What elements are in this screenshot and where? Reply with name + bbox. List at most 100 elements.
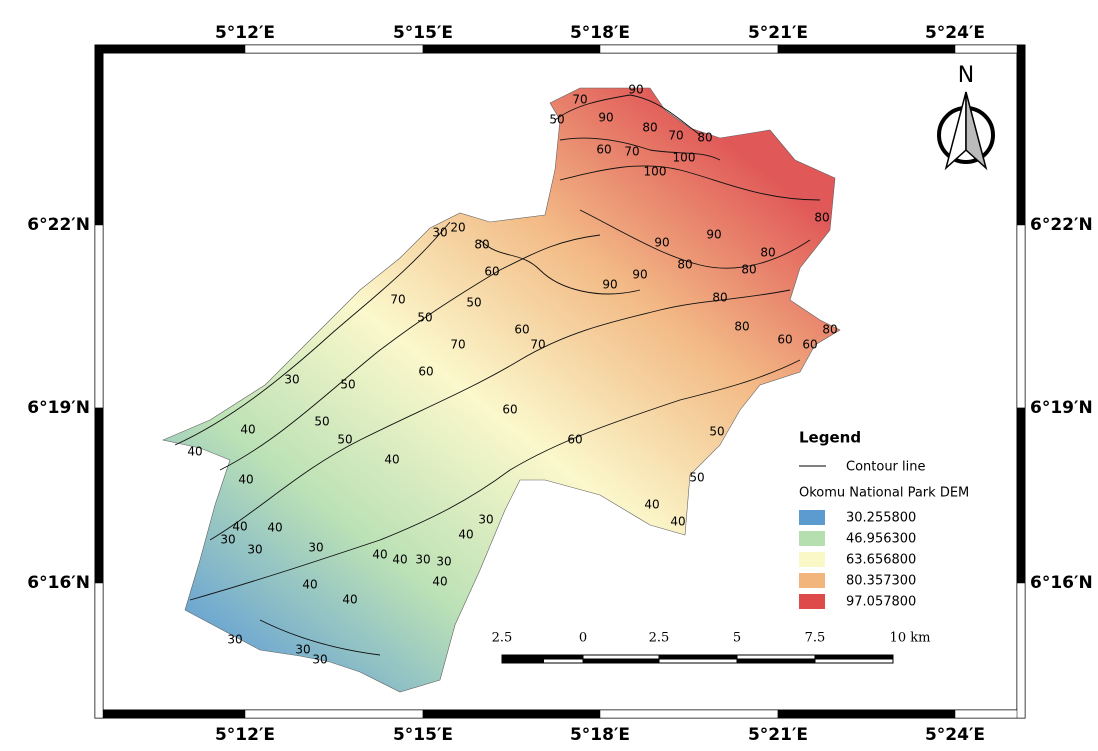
contour-label: 20 — [450, 221, 465, 235]
legend-classes: 30.25580046.95630063.65680080.35730097.0… — [799, 510, 916, 610]
legend-swatch — [799, 573, 825, 588]
contour-label: 40 — [240, 423, 255, 437]
right-coord-label: 6°22′N — [1030, 215, 1093, 235]
legend-contour-label: Contour line — [846, 460, 926, 475]
frame-segment — [95, 408, 103, 583]
scale-segment-top — [815, 655, 893, 659]
legend-layer-title: Okomu National Park DEM — [799, 486, 969, 501]
bottom-coord-label: 5°15′E — [393, 725, 453, 745]
contour-label: 80 — [741, 263, 756, 277]
contour-label: 30 — [220, 533, 235, 547]
contour-label: 40 — [458, 528, 473, 542]
contour-label: 40 — [432, 575, 447, 589]
frame-segment — [95, 710, 245, 718]
scale-segment-top — [583, 655, 659, 659]
contour-label: 40 — [302, 578, 317, 592]
scale-segment-top — [659, 655, 737, 659]
contour-label: 80 — [734, 320, 749, 334]
contour-label: 90 — [706, 228, 721, 242]
contour-label: 40 — [232, 520, 247, 534]
scale-label: 2.5 — [492, 631, 513, 646]
contour-label: 70 — [572, 93, 587, 107]
contour-label: 60 — [596, 143, 611, 157]
scale-segment-top — [737, 655, 815, 659]
scale-label: 2.5 — [649, 631, 670, 646]
top-coord-label: 5°24′E — [925, 23, 985, 43]
contour-label: 40 — [187, 445, 202, 459]
contour-label: 50 — [709, 425, 724, 439]
frame-segment — [95, 45, 245, 53]
frame-segment — [778, 45, 955, 53]
frame-segment — [95, 45, 103, 225]
top-coord-label: 5°21′E — [748, 23, 808, 43]
contour-label: 30 — [308, 541, 323, 555]
north-label: N — [958, 63, 974, 88]
contour-label: 80 — [474, 238, 489, 252]
left-coord-label: 6°19′N — [27, 398, 90, 418]
contour-label: 60 — [567, 433, 582, 447]
legend-swatch — [799, 594, 825, 609]
contour-label: 100 — [644, 165, 667, 179]
map: N Legend Contour line Okomu National Par… — [0, 0, 1098, 751]
legend-swatch — [799, 510, 825, 525]
legend-class-label: 63.656800 — [846, 553, 916, 568]
legend-title: Legend — [799, 429, 861, 447]
frame-segment — [245, 45, 423, 53]
contour-label: 40 — [644, 498, 659, 512]
contour-label: 30 — [312, 653, 327, 667]
legend-swatch — [799, 531, 825, 546]
contour-label: 50 — [466, 296, 481, 310]
contour-label: 60 — [777, 333, 792, 347]
left-coord-label: 6°22′N — [27, 215, 90, 235]
left-coord-label: 6°16′N — [27, 573, 90, 593]
contour-label: 50 — [314, 415, 329, 429]
legend-class-label: 46.956300 — [846, 532, 916, 547]
bottom-coord-label: 5°12′E — [215, 725, 275, 745]
top-coord-label: 5°12′E — [215, 23, 275, 43]
contour-label: 70 — [624, 145, 639, 159]
top-coord-label: 5°15′E — [393, 23, 453, 43]
contour-label: 90 — [628, 83, 643, 97]
scale-segment-bottom — [659, 659, 737, 663]
scale-segment-bottom — [815, 659, 893, 663]
scale-label: 10 km — [890, 631, 931, 646]
contour-label: 50 — [417, 311, 432, 325]
frame-segment — [600, 710, 778, 718]
scale-label: 5 — [733, 631, 741, 646]
contour-label: 40 — [372, 548, 387, 562]
contour-label: 50 — [689, 471, 704, 485]
frame-segment — [955, 710, 1025, 718]
contour-label: 80 — [697, 131, 712, 145]
contour-label: 30 — [432, 226, 447, 240]
contour-label: 30 — [478, 513, 493, 527]
contour-label: 70 — [668, 129, 683, 143]
contour-label: 30 — [247, 543, 262, 557]
contour-label: 40 — [384, 453, 399, 467]
contour-label: 60 — [802, 338, 817, 352]
contour-label: 40 — [342, 593, 357, 607]
frame-segment — [955, 45, 1025, 53]
frame-segment — [600, 45, 778, 53]
frame-segment — [1017, 408, 1025, 583]
legend-swatch — [799, 552, 825, 567]
contour-label: 50 — [337, 433, 352, 447]
frame-segment — [423, 710, 600, 718]
contour-label: 60 — [502, 403, 517, 417]
frame-segment — [778, 710, 955, 718]
contour-label: 80 — [642, 121, 657, 135]
contour-label: 80 — [822, 323, 837, 337]
scale-segment-bottom — [737, 659, 815, 663]
contour-label: 90 — [598, 111, 613, 125]
frame-segment — [1017, 45, 1025, 225]
frame-segment — [1017, 583, 1025, 718]
bottom-coord-label: 5°21′E — [748, 725, 808, 745]
bottom-coord-label: 5°18′E — [570, 725, 630, 745]
contour-label: 30 — [415, 553, 430, 567]
contour-label: 50 — [340, 378, 355, 392]
right-coord-label: 6°16′N — [1030, 573, 1093, 593]
contour-label: 40 — [670, 515, 685, 529]
frame-segment — [423, 45, 600, 53]
legend-class-label: 80.357300 — [846, 574, 916, 589]
bottom-coord-label: 5°24′E — [925, 725, 985, 745]
top-coord-label: 5°18′E — [570, 23, 630, 43]
